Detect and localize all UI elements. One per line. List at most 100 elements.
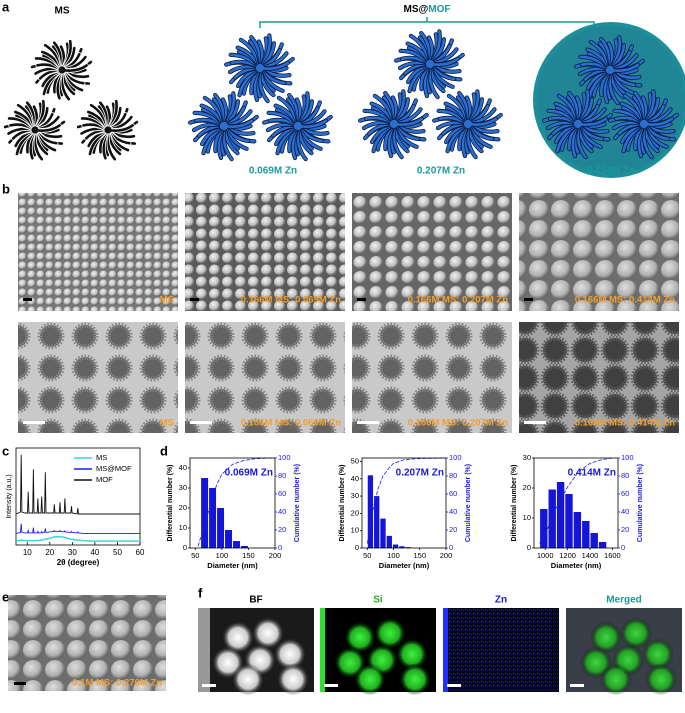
panel-label: e [2,589,9,604]
panel-label: d [160,443,168,458]
overlay-label: 0.1M MS: 0.276M Zn [72,678,162,689]
urchin-illustration [188,91,259,162]
x-axis-label: Diameter (nm) [379,561,430,570]
core [639,119,649,129]
urchin-illustration [432,89,503,160]
y2-axis-label: Cumulative number (%) [637,464,644,542]
chart-annotation: 0.069M Zn [225,468,273,479]
particle [274,638,306,671]
particle [354,663,386,696]
y-axis-label: Intensity (a.u.) [6,474,13,518]
particle [600,663,632,696]
scale-bar [202,684,216,687]
y2-tick-label: 60 [449,489,457,498]
particle [222,621,254,654]
x-tick-label: 1000 [537,551,554,560]
x-axis-label: 2θ (degree) [57,558,100,567]
core [389,119,399,129]
x-tick-label: 20 [45,548,54,557]
zn-label: 0.207M Zn [417,166,465,177]
histogram-bar [598,542,607,548]
y2-axis-label: Cumulative number (%) [465,464,472,542]
urchin-illustration [30,39,94,102]
y-tick-label: 10 [523,513,531,522]
particle [374,617,406,650]
x-tick-label: 200 [269,551,282,560]
core [463,119,473,129]
particle [396,638,428,671]
histogram-bar [565,494,573,548]
y2-tick-label: 20 [449,525,457,534]
y-tick-label: 30 [179,483,187,492]
histogram-bar [233,541,240,548]
y-axis-label: Differential number (%) [511,464,518,541]
particle [642,638,674,671]
overlay-label: 0.166M MS: 0.207M Zn [408,418,509,429]
core [58,66,66,74]
cumulative-line [366,457,447,544]
cumulative-line [197,457,276,547]
overlay-label: MS [160,418,174,429]
y-tick-label: 40 [351,474,359,483]
core [31,126,39,134]
histogram-bar [201,478,209,548]
overlay-label: 0.166M MS: 0.069M Zn [241,418,342,429]
map-title: Merged [606,595,642,606]
title-highlight: MOF [428,4,450,15]
x-tick-label: 10 [23,548,32,557]
scale-bar [23,298,32,301]
histogram-bar [386,535,392,548]
title-prefix: MS@ [404,4,429,15]
x-tick-label: 150 [413,551,426,560]
tem-image [18,322,178,433]
overlay-label: 0.166M MS: 0.414M Zn [575,418,676,429]
y-tick-label: 20 [179,503,187,512]
legend-label: MS@MOF [96,464,132,473]
eds-map [443,608,559,692]
map-title: BF [249,595,262,606]
histogram-bar [380,518,386,548]
scale-bar [324,684,338,687]
core [293,121,303,131]
y-tick-label: 10 [179,523,187,532]
y2-tick-label: 0 [621,543,625,552]
sem-image [18,193,178,311]
x-tick-label: 60 [136,548,145,557]
x-tick-label: 200 [440,551,453,560]
edge-strip [443,608,448,692]
legend-label: MOF [96,475,113,484]
y2-tick-label: 40 [449,507,457,516]
panel-label: a [2,0,10,14]
edge-strip [198,608,210,692]
scale-bar [14,682,26,685]
y-tick-label: 20 [351,508,359,517]
x-tick-label: 1400 [582,551,599,560]
scale-bar [23,421,45,424]
y2-tick-label: 0 [449,543,453,552]
particle [399,663,431,696]
histogram-bar [540,509,548,548]
tem-image [185,322,345,433]
histogram-bar [590,533,598,548]
scale-bar [570,684,584,687]
x-tick-label: 1600 [604,551,621,560]
histogram-bar [374,496,380,548]
core [425,59,435,69]
plot-frame [533,457,619,549]
chart-annotation: 0.414M Zn [568,468,616,479]
x-tick-label: 50 [113,548,122,557]
y2-tick-label: 40 [278,507,286,516]
bracket [259,17,595,28]
y2-tick-label: 100 [278,453,291,462]
xrd-line [15,536,140,542]
urchin-illustration [262,91,333,162]
histogram-bar [405,547,411,548]
scale-bar [524,298,533,301]
x-tick-label: 50 [191,551,199,560]
histogram-bar [399,546,405,548]
core [255,63,265,73]
sem-image [185,193,345,311]
overlay-label: 0.166M MS: 0.414M Zn [575,295,676,306]
